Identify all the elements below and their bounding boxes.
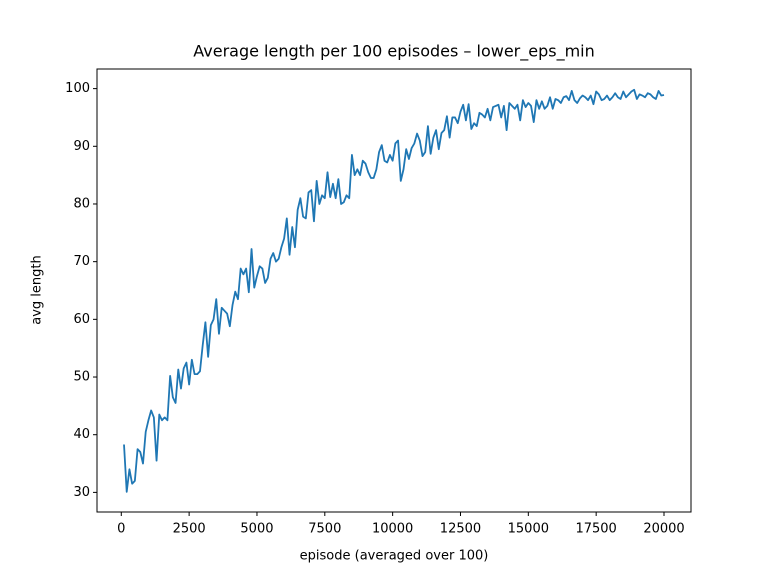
- y-axis-label: avg length: [30, 255, 45, 324]
- x-axis-label: episode (averaged over 100): [300, 549, 489, 564]
- data-line: [123, 88, 665, 493]
- x-tick-label: 10000: [372, 522, 413, 537]
- x-tick-label: 0: [117, 522, 125, 537]
- x-tick-label: 17500: [575, 522, 616, 537]
- y-tick-label: 60: [73, 312, 90, 327]
- x-tick-label: 2500: [173, 522, 206, 537]
- y-tick-label: 70: [73, 254, 90, 269]
- x-tick-label: 15000: [508, 522, 549, 537]
- x-tick-label: 20000: [643, 522, 684, 537]
- chart-title: Average length per 100 episodes – lower_…: [193, 42, 595, 62]
- y-tick-label: 100: [65, 81, 90, 96]
- x-tick-label: 5000: [240, 522, 273, 537]
- y-tick-label: 80: [73, 196, 90, 211]
- y-tick-label: 50: [73, 370, 90, 385]
- y-tick-label: 40: [73, 427, 90, 442]
- y-tick-label: 30: [73, 485, 90, 500]
- y-tick-label: 90: [73, 139, 90, 154]
- x-tick-label: 12500: [440, 522, 481, 537]
- x-tick-label: 7500: [308, 522, 341, 537]
- plot-frame: [96, 68, 692, 513]
